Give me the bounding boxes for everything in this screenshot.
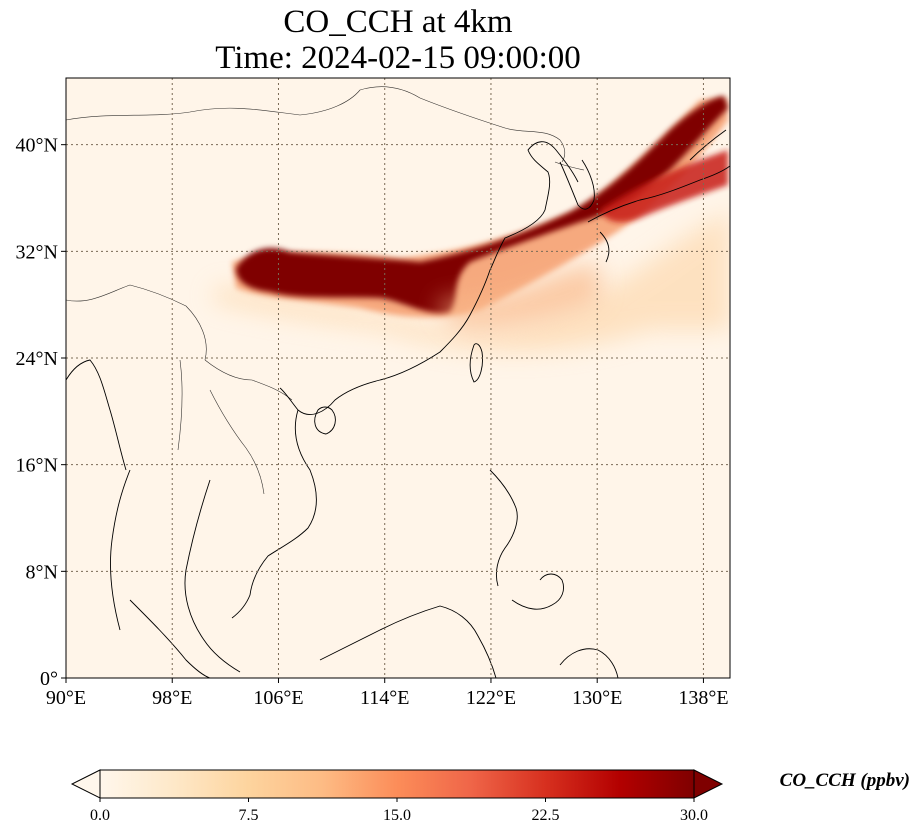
border-himalaya [66, 284, 207, 361]
plume-south-fringe [440, 262, 600, 330]
lon-tick-label: 106°E [253, 687, 303, 709]
coastline-taiwan [469, 343, 483, 383]
lat-tick-label: 24°N [16, 348, 58, 370]
colorbar-tick-label: 30.0 [680, 807, 708, 824]
coastline-indochina [110, 409, 317, 673]
border-china-mongolia [66, 86, 421, 121]
coastline-china [279, 209, 546, 415]
lat-tick-label: 40°N [16, 135, 58, 157]
map-title: CO_CCH at 4km [283, 4, 513, 40]
colorbar-gradient [99, 769, 695, 799]
lon-tick-label: 122°E [466, 687, 516, 709]
lat-tick-label: 8°N [26, 561, 58, 583]
border-indochina [177, 359, 293, 495]
colorbar-extend-max [693, 769, 724, 799]
coastline-bay-of-bengal [66, 359, 127, 471]
colorbar-ticks: 0.0 7.5 15.0 22.5 30.0 [90, 798, 708, 824]
map-timestamp: Time: 2024-02-15 09:00:00 [215, 40, 581, 76]
lon-tick-label: 114°E [360, 687, 409, 709]
colorbar: 0.0 7.5 15.0 22.5 30.0 CO_CCH (ppbv) [70, 769, 910, 824]
lat-tick-label: 0° [40, 668, 58, 690]
coastline-hainan [314, 406, 336, 435]
lat-tick-label: 32°N [16, 241, 58, 263]
colorbar-tick-label: 15.0 [383, 807, 411, 824]
coastline-bohai [527, 141, 579, 211]
border-korea [554, 161, 585, 171]
coastline-new-guinea [559, 648, 619, 678]
country-borders [66, 86, 585, 495]
gridlines [66, 78, 730, 678]
lat-tick-label: 16°N [16, 455, 58, 477]
map-panel [66, 78, 730, 678]
lon-ticks: 90°E 98°E 106°E 114°E 122°E 130°E 138°E [46, 678, 729, 709]
lon-tick-label: 130°E [572, 687, 622, 709]
plume-east-branch [600, 150, 728, 223]
map-frame [65, 77, 731, 679]
lon-tick-label: 98°E [152, 687, 192, 709]
coastline-borneo [319, 605, 497, 678]
colorbar-label: CO_CCH (ppbv) [780, 770, 910, 791]
lat-ticks: 0° 8°N 16°N 24°N 32°N 40°N [16, 135, 66, 690]
plume-halo [210, 210, 730, 353]
coastlines [66, 129, 730, 678]
plume-core [236, 96, 728, 314]
coastline-sumatra [129, 599, 211, 678]
colorbar-tick-label: 0.0 [90, 807, 110, 824]
lon-tick-label: 90°E [46, 687, 86, 709]
coastline-philippines [489, 469, 564, 610]
border-china-russia [419, 97, 566, 163]
colorbar-tick-label: 22.5 [532, 807, 560, 824]
concentration-field [210, 96, 730, 353]
coastline-korea [559, 159, 595, 210]
colorbar-extend-min [70, 769, 101, 799]
colorbar-tick-label: 7.5 [239, 807, 259, 824]
lon-tick-label: 138°E [678, 687, 728, 709]
